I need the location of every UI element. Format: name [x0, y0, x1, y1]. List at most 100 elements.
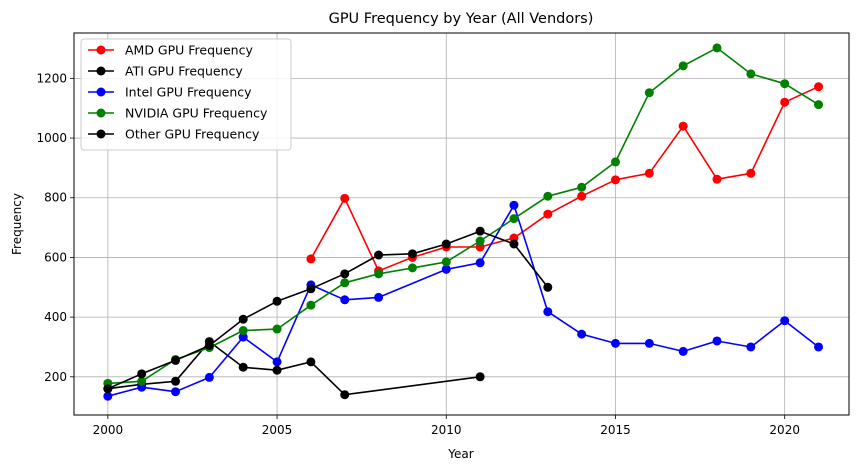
legend-marker — [96, 108, 106, 118]
data-point — [272, 357, 282, 367]
data-point — [340, 269, 350, 279]
legend-item: Intel GPU Frequency — [88, 85, 252, 100]
x-tick-label: 2010 — [431, 423, 462, 437]
legend-item: Other GPU Frequency — [88, 127, 260, 142]
data-point — [272, 365, 282, 375]
data-point — [407, 249, 417, 259]
chart-title: GPU Frequency by Year (All Vendors) — [329, 11, 594, 27]
data-point — [475, 236, 485, 246]
data-point — [644, 338, 654, 348]
data-point — [103, 391, 113, 401]
data-point — [577, 191, 587, 201]
data-point — [712, 43, 722, 53]
legend-label: NVIDIA GPU Frequency — [125, 106, 268, 121]
data-point — [204, 372, 214, 382]
series-line — [107, 340, 481, 396]
data-point — [543, 282, 553, 292]
legend-marker — [96, 45, 106, 55]
data-point — [577, 329, 587, 339]
series-nvidia-gpu-frequency — [103, 43, 824, 388]
legend-item: ATI GPU Frequency — [88, 64, 243, 79]
series-layer — [103, 43, 824, 401]
data-point — [780, 316, 790, 326]
data-point — [644, 88, 654, 98]
data-point — [238, 326, 248, 336]
series-intel-gpu-frequency — [103, 200, 824, 401]
data-point — [814, 100, 824, 110]
legend-label: Intel GPU Frequency — [125, 85, 252, 100]
data-point — [272, 296, 282, 306]
axis-ticks: 2000 2005 2010 2015 2020 200 400 600 800 1000 1200 — [36, 71, 800, 437]
data-point — [171, 387, 181, 397]
data-point — [543, 307, 553, 317]
series-line — [107, 47, 819, 385]
y-tick-label: 200 — [44, 370, 67, 384]
data-point — [543, 209, 553, 219]
data-point — [441, 264, 451, 274]
data-point — [374, 269, 384, 279]
y-tick-label: 1200 — [36, 71, 67, 85]
x-axis-label: Year — [447, 447, 473, 461]
data-point — [306, 357, 316, 367]
data-point — [678, 346, 688, 356]
legend-marker — [96, 66, 106, 76]
data-point — [306, 284, 316, 294]
legend-marker — [96, 87, 106, 97]
data-point — [475, 226, 485, 236]
x-tick-label: 2000 — [93, 423, 124, 437]
series-amd-gpu-frequency — [306, 82, 824, 276]
data-point — [814, 82, 824, 92]
data-point — [678, 121, 688, 131]
legend-box — [80, 38, 292, 151]
data-point — [543, 191, 553, 201]
data-point — [712, 336, 722, 346]
data-point — [644, 168, 654, 178]
data-point — [746, 342, 756, 352]
x-tick-label: 2015 — [600, 423, 631, 437]
series-line — [107, 230, 549, 390]
data-point — [610, 338, 620, 348]
data-point — [441, 239, 451, 249]
data-point — [306, 300, 316, 310]
series-other-gpu-frequency — [103, 226, 553, 394]
data-point — [374, 250, 384, 260]
y-tick-label: 400 — [44, 310, 67, 324]
legend-item: NVIDIA GPU Frequency — [88, 106, 268, 121]
data-point — [509, 239, 519, 249]
data-point — [137, 376, 147, 386]
data-point — [610, 175, 620, 185]
data-point — [103, 384, 113, 394]
x-tick-label: 2005 — [262, 423, 293, 437]
data-point — [272, 324, 282, 334]
legend: AMD GPU Frequency ATI GPU Frequency Intel … — [80, 38, 292, 151]
data-point — [678, 61, 688, 71]
data-point — [407, 263, 417, 273]
y-tick-label: 1000 — [36, 131, 67, 145]
plot-frame — [73, 32, 850, 416]
data-point — [171, 355, 181, 365]
legend-label: Other GPU Frequency — [125, 127, 260, 142]
data-point — [509, 200, 519, 210]
data-point — [577, 182, 587, 192]
data-point — [441, 257, 451, 267]
y-tick-label: 800 — [44, 191, 67, 205]
data-point — [780, 79, 790, 89]
data-point — [746, 69, 756, 79]
data-point — [171, 376, 181, 386]
data-point — [509, 214, 519, 224]
data-point — [340, 193, 350, 203]
data-point — [475, 372, 485, 382]
data-point — [238, 314, 248, 324]
data-point — [746, 168, 756, 178]
data-point — [610, 157, 620, 167]
legend-label: AMD GPU Frequency — [125, 43, 253, 58]
data-point — [780, 97, 790, 107]
legend-item: AMD GPU Frequency — [88, 43, 253, 58]
data-point — [238, 362, 248, 372]
data-point — [814, 342, 824, 352]
y-tick-label: 600 — [44, 250, 67, 264]
data-point — [204, 340, 214, 350]
data-point — [475, 258, 485, 268]
legend-marker — [96, 129, 106, 139]
